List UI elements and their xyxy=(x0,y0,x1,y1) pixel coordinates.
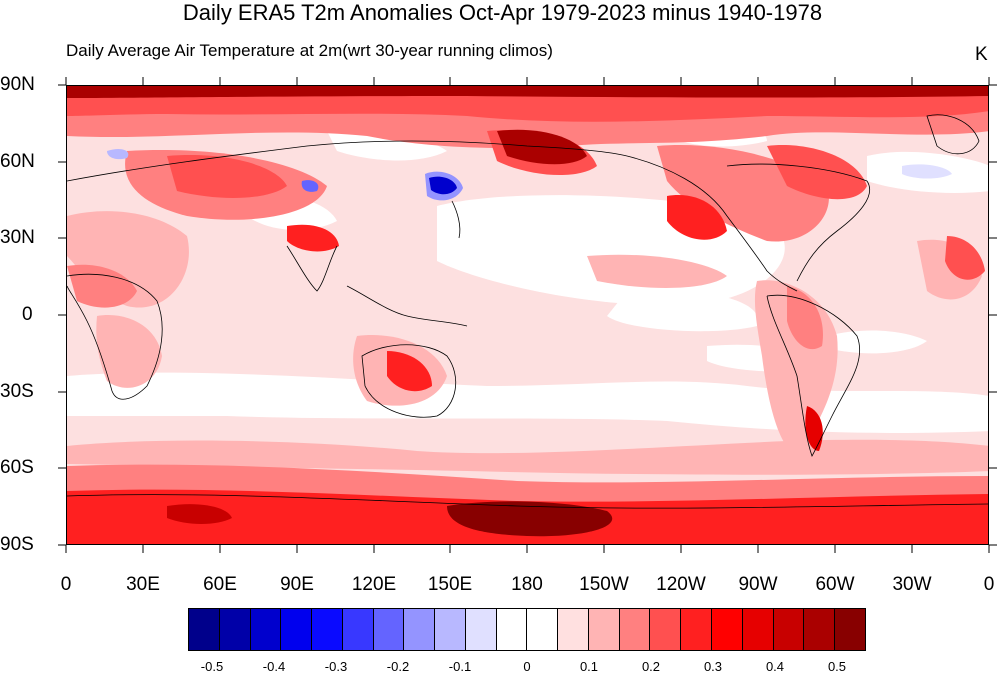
colorbar-label: -0.3 xyxy=(324,659,348,674)
colorbar-box xyxy=(250,609,282,650)
colorbar-label: 0 xyxy=(523,659,531,674)
lon-label-60e: 60E xyxy=(203,574,237,595)
colorbar-label: 0.5 xyxy=(827,659,847,674)
lon-label-30e: 30E xyxy=(126,574,160,595)
colorbar-box xyxy=(312,609,343,650)
colorbar-label: 0.1 xyxy=(579,659,599,674)
lon-label-0-end: 0 xyxy=(983,574,995,595)
colorbar-box xyxy=(527,609,559,650)
colorbar-box xyxy=(373,609,405,650)
units-label: K xyxy=(975,44,988,65)
colorbar-box xyxy=(804,609,836,650)
colorbar-box xyxy=(681,609,713,650)
colorbar-box xyxy=(435,609,466,650)
colorbar-box xyxy=(742,609,774,650)
colorbar xyxy=(188,608,866,651)
colorbar-label: 0.3 xyxy=(703,659,723,674)
colorbar-box xyxy=(619,609,651,650)
lon-label-180: 180 xyxy=(511,574,543,595)
colorbar-box xyxy=(835,609,865,650)
anomaly-map xyxy=(66,85,989,545)
lon-label-0: 0 xyxy=(60,574,72,595)
lon-label-150w: 150W xyxy=(579,574,629,595)
colorbar-box xyxy=(588,609,620,650)
lon-label-60w: 60W xyxy=(815,574,855,595)
lat-label-0: 0 xyxy=(22,304,33,325)
colorbar-box xyxy=(712,609,743,650)
lat-label-30n: 30N xyxy=(0,227,35,248)
colorbar-label: -0.5 xyxy=(200,659,224,674)
colorbar-box xyxy=(281,609,313,650)
colorbar-label: -0.2 xyxy=(386,659,410,674)
colorbar-box xyxy=(496,609,528,650)
lat-label-90s: 90S xyxy=(0,534,34,555)
lat-label-60s: 60S xyxy=(0,457,34,478)
colorbar-box xyxy=(465,609,497,650)
colorbar-box xyxy=(650,609,682,650)
colorbar-box xyxy=(342,609,374,650)
chart-subtitle: Daily Average Air Temperature at 2m(wrt … xyxy=(66,41,553,60)
lon-label-120e: 120E xyxy=(351,574,397,595)
lat-label-30s: 30S xyxy=(0,381,34,402)
colorbar-label: 0.4 xyxy=(765,659,785,674)
lon-label-30w: 30W xyxy=(892,574,932,595)
colorbar-box xyxy=(189,609,220,650)
lat-label-90n: 90N xyxy=(0,74,35,95)
colorbar-box xyxy=(773,609,805,650)
colorbar-label: -0.4 xyxy=(262,659,286,674)
colorbar-box xyxy=(404,609,436,650)
lon-label-90e: 90E xyxy=(280,574,314,595)
lon-label-90w: 90W xyxy=(738,574,778,595)
chart-title: Daily ERA5 T2m Anomalies Oct-Apr 1979-20… xyxy=(182,0,823,25)
lat-label-60n: 60N xyxy=(0,151,35,172)
lon-label-150e: 150E xyxy=(427,574,473,595)
colorbar-box xyxy=(558,609,589,650)
map-contours xyxy=(67,86,988,544)
colorbar-label: 0.2 xyxy=(641,659,661,674)
lon-label-120w: 120W xyxy=(656,574,706,595)
colorbar-box xyxy=(219,609,251,650)
colorbar-label: -0.1 xyxy=(448,659,472,674)
